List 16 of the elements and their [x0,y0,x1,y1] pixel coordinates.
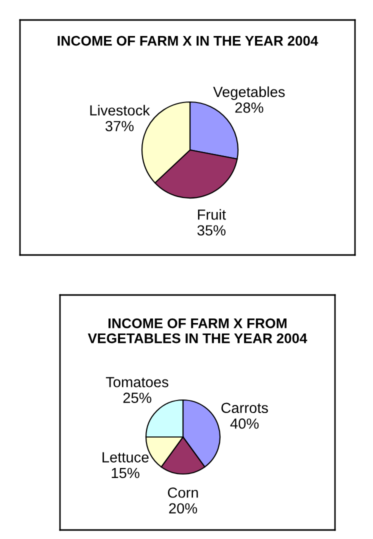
chart-title: INCOME OF FARM X FROM VEGETABLES IN THE YEAR 2004 [88,318,308,344]
slice-label: Fruit [198,209,226,220]
slice-label: Livestock [90,104,150,116]
data-label: 25% [123,392,152,403]
data-label: 15% [112,468,140,478]
slice-label: Corn [168,487,198,498]
slice-label: Lettuce [102,452,149,462]
data-label: 28% [235,102,264,113]
slice-label: Vegetables [213,86,285,100]
data-label: 35% [197,225,226,236]
slice-label: Tomatoes [106,377,168,388]
data-label: 20% [169,503,198,514]
chart-title: INCOME OF FARM X IN THE YEAR 2004 [58,36,318,46]
slice-label: Carrots [221,402,268,414]
data-label: 40% [230,418,259,429]
data-label: 37% [105,120,134,132]
